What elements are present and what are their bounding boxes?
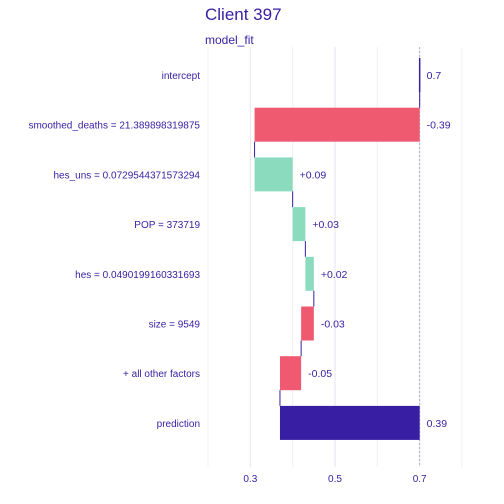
bar-negative (279, 356, 302, 391)
category-label: + all other factors (123, 369, 200, 380)
category-label: intercept (162, 71, 201, 82)
value-label: +0.09 (300, 169, 327, 181)
value-label: -0.03 (321, 319, 345, 331)
bar-positive (305, 256, 314, 291)
category-label: POP = 373719 (134, 220, 200, 231)
bars-layer (254, 58, 421, 440)
bar-positive (292, 207, 306, 242)
category-label: smoothed_deaths = 21.389898319875 (28, 121, 200, 132)
x-tick-label: 0.7 (413, 474, 427, 485)
value-label: +0.02 (321, 269, 348, 281)
bar-negative (254, 107, 420, 142)
value-label: 0.7 (427, 70, 442, 82)
x-tick-label: 0.5 (328, 474, 342, 485)
bar-total (279, 405, 420, 440)
category-label: prediction (157, 419, 200, 430)
value-label: +0.03 (312, 219, 339, 231)
x-tick-label: 0.3 (243, 474, 257, 485)
category-label: size = 9549 (149, 320, 201, 331)
labels-layer: intercept 0.7 smoothed_deaths = 21.3898983… (28, 70, 450, 430)
value-label: -0.05 (308, 368, 332, 380)
bar-positive (254, 157, 293, 192)
x-axis-ticks: 0.3 0.5 0.7 (243, 474, 427, 485)
chart-subtitle: model_fit (205, 33, 254, 47)
bar-negative (301, 306, 314, 341)
category-label: hes = 0.0490199160331693 (75, 270, 200, 281)
value-label: -0.39 (427, 120, 451, 132)
chart-title: Client 397 (205, 5, 282, 24)
value-label: 0.39 (427, 418, 448, 430)
category-label: hes_uns = 0.0729544371573294 (53, 170, 200, 181)
